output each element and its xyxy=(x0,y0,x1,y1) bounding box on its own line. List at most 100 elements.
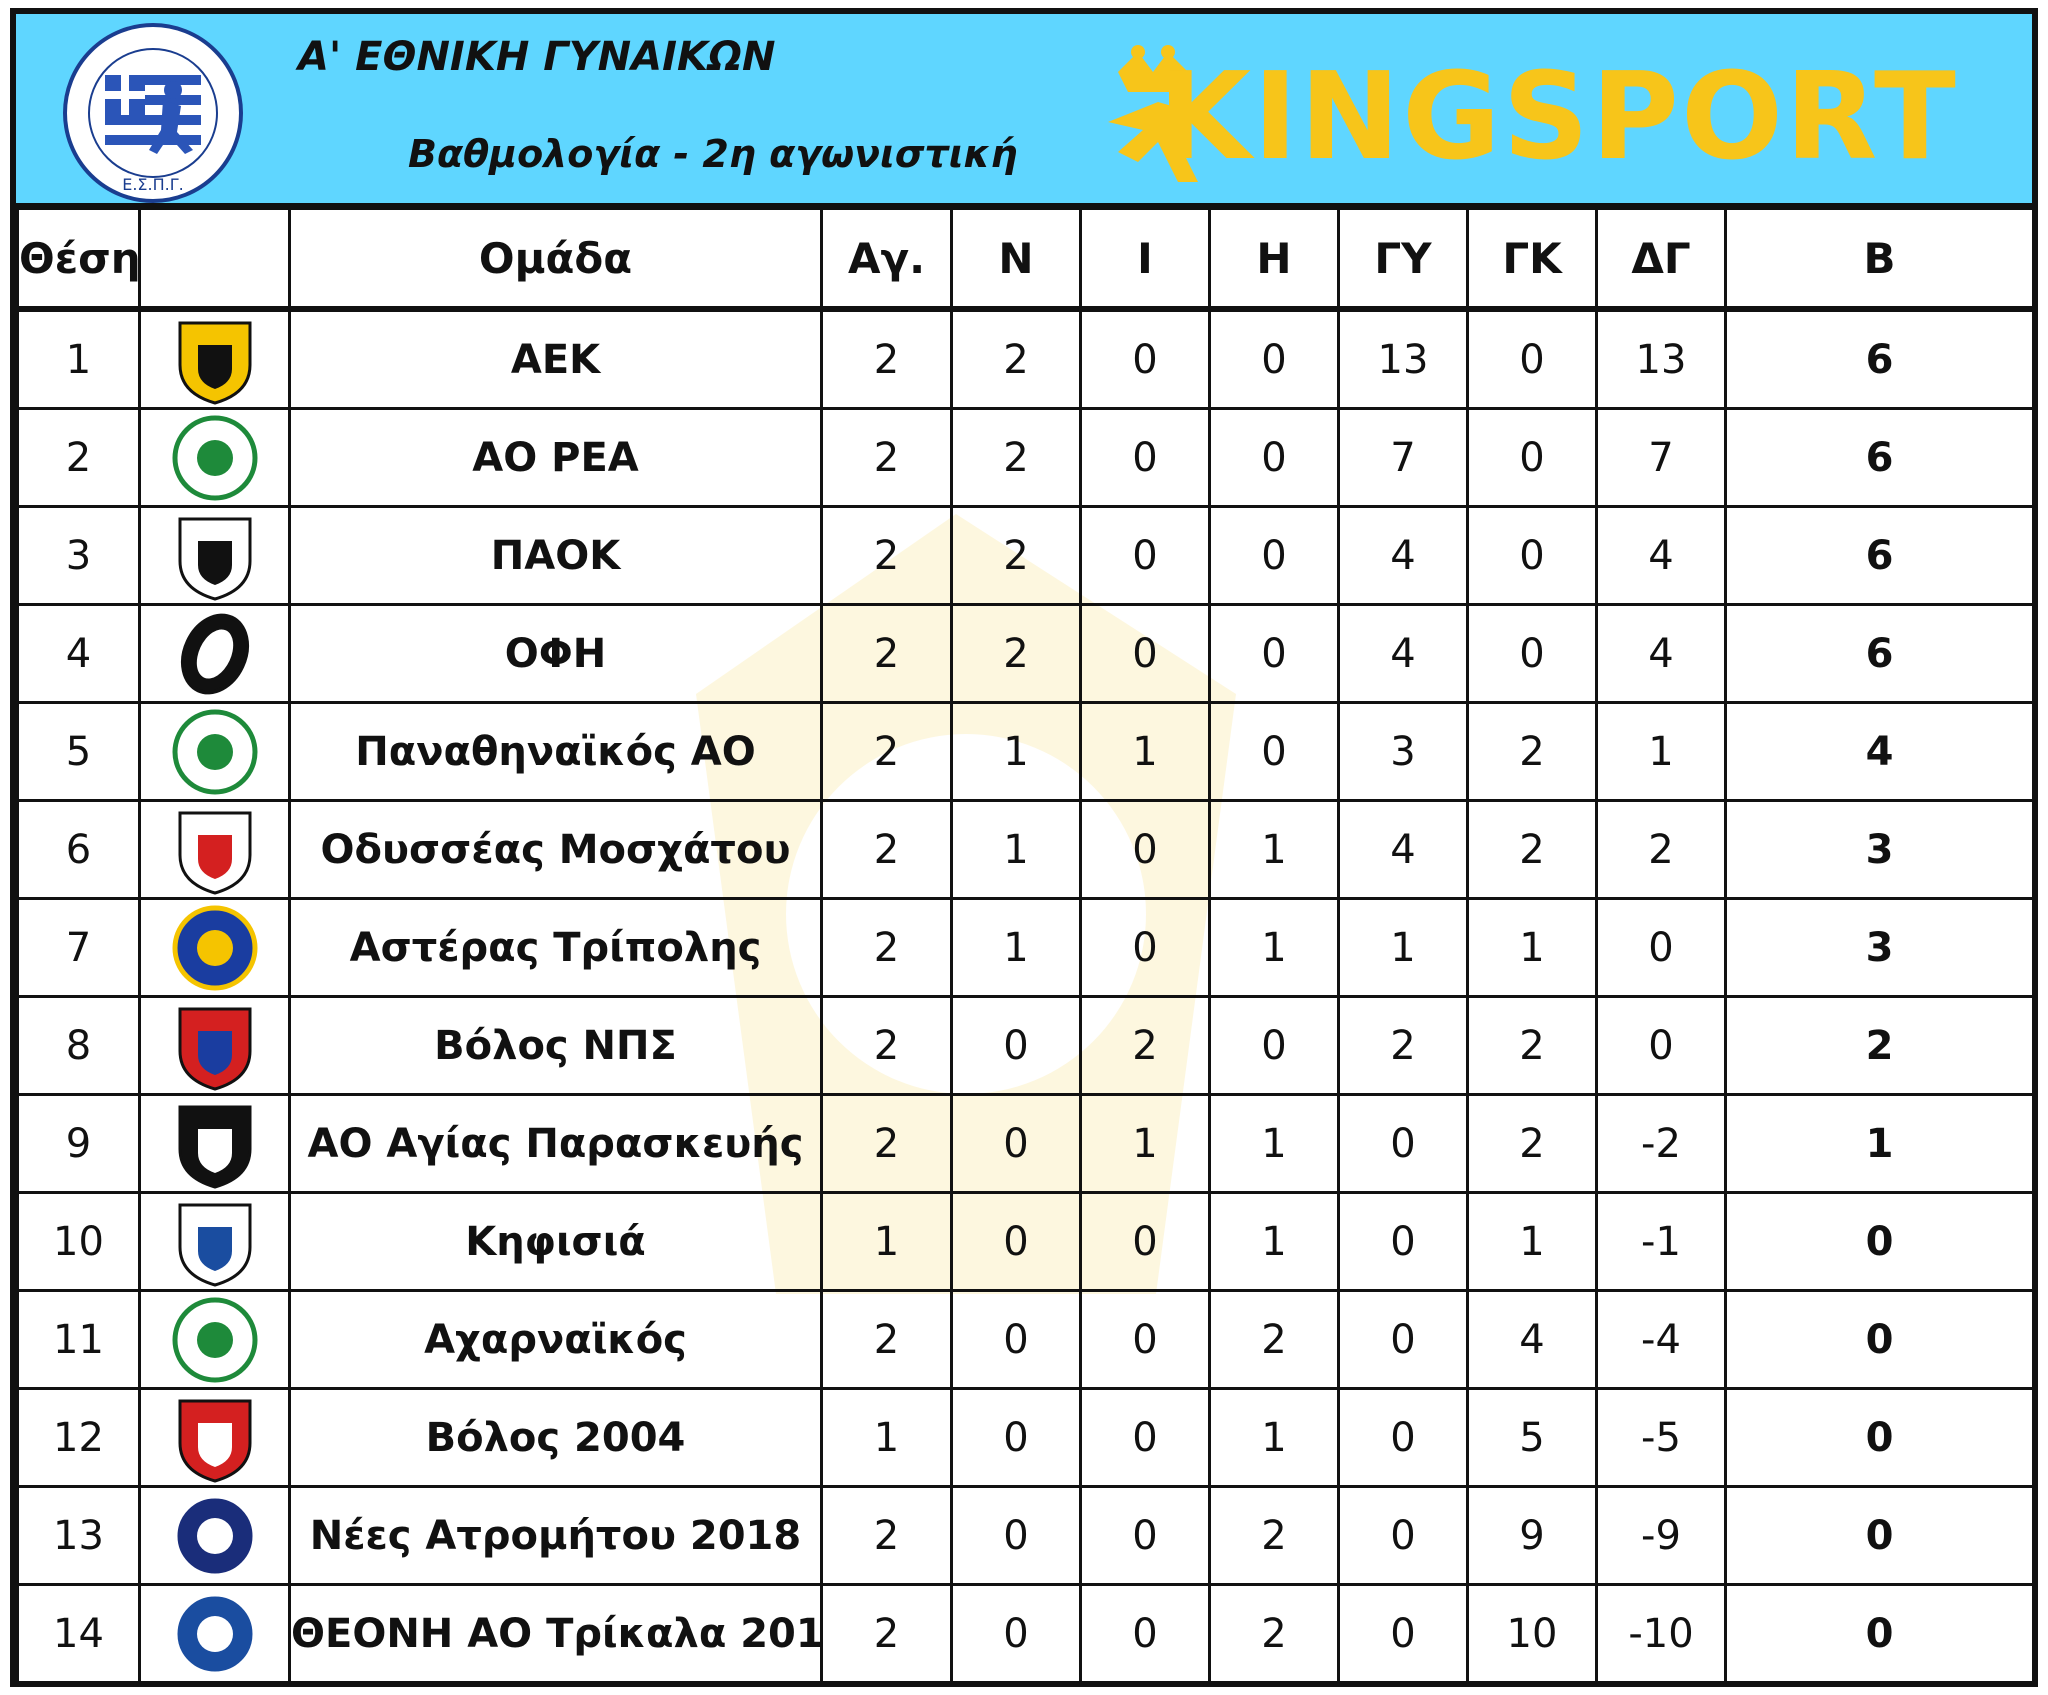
odysseas-crest-icon xyxy=(178,811,251,895)
points-cell: 0 xyxy=(1724,1289,2035,1390)
goal-difference-cell: 0 xyxy=(1595,897,1727,998)
team-name-cell: Νέες Ατρομήτου 2018 xyxy=(288,1485,823,1586)
goals-for-cell: 0 xyxy=(1337,1485,1469,1586)
team-name-cell: Οδυσσέας Μοσχάτου xyxy=(288,799,823,900)
played-cell: 2 xyxy=(820,1485,953,1586)
goals-against-cell: 1 xyxy=(1466,1191,1598,1292)
crest-cell xyxy=(138,1485,291,1586)
played-cell: 2 xyxy=(820,897,953,998)
goal-difference-cell: 7 xyxy=(1595,407,1727,508)
losses-cell: 1 xyxy=(1208,897,1340,998)
goals-against-cell: 4 xyxy=(1466,1289,1598,1390)
points-cell: 6 xyxy=(1724,307,2035,410)
played-cell: 2 xyxy=(820,1289,953,1390)
played-cell: 1 xyxy=(820,1191,953,1292)
played-cell: 2 xyxy=(820,505,953,606)
col-goals-for: ΓΥ xyxy=(1337,207,1469,311)
goals-for-cell: 7 xyxy=(1337,407,1469,508)
table-row: 8 Βόλος ΝΠΣ 2 0 2 0 2 2 0 2 xyxy=(16,995,2035,1096)
losses-cell: 0 xyxy=(1208,307,1340,410)
wins-cell: 1 xyxy=(950,799,1082,900)
draws-cell: 0 xyxy=(1079,1387,1211,1488)
losses-cell: 2 xyxy=(1208,1289,1340,1390)
draws-cell: 0 xyxy=(1079,799,1211,900)
position-cell: 2 xyxy=(16,407,141,508)
goals-against-cell: 1 xyxy=(1466,897,1598,998)
position-cell: 8 xyxy=(16,995,141,1096)
col-goals-against: ΓΚ xyxy=(1466,207,1598,311)
crest-cell xyxy=(138,1093,291,1194)
crest-cell xyxy=(138,1583,291,1684)
points-cell: 2 xyxy=(1724,995,2035,1096)
goals-against-cell: 0 xyxy=(1466,407,1598,508)
played-cell: 2 xyxy=(820,603,953,704)
team-name-cell: Παναθηναϊκός ΑΟ xyxy=(288,701,823,802)
goals-for-cell: 0 xyxy=(1337,1093,1469,1194)
goals-against-cell: 2 xyxy=(1466,995,1598,1096)
losses-cell: 0 xyxy=(1208,407,1340,508)
col-losses: Η xyxy=(1208,207,1340,311)
losses-cell: 0 xyxy=(1208,701,1340,802)
wins-cell: 0 xyxy=(950,1583,1082,1684)
volos-nps-crest-icon xyxy=(178,1007,251,1091)
played-cell: 2 xyxy=(820,701,953,802)
draws-cell: 0 xyxy=(1079,1289,1211,1390)
table-row: 9 ΑΟ Αγίας Παρασκευής 2 0 1 1 0 2 -2 1 xyxy=(16,1093,2035,1194)
sponsor-logo: KINGSPORT xyxy=(1098,42,2028,207)
draws-cell: 0 xyxy=(1079,897,1211,998)
position-cell: 12 xyxy=(16,1387,141,1488)
col-position: Θέση xyxy=(16,207,141,311)
wins-cell: 1 xyxy=(950,897,1082,998)
points-cell: 6 xyxy=(1724,505,2035,606)
losses-cell: 0 xyxy=(1208,603,1340,704)
goal-difference-cell: 2 xyxy=(1595,799,1727,900)
crest-cell xyxy=(138,995,291,1096)
team-name-cell: Αχαρναϊκός xyxy=(288,1289,823,1390)
position-cell: 3 xyxy=(16,505,141,606)
crest-cell xyxy=(138,307,291,410)
losses-cell: 1 xyxy=(1208,1191,1340,1292)
losses-cell: 2 xyxy=(1208,1583,1340,1684)
goals-against-cell: 5 xyxy=(1466,1387,1598,1488)
goals-against-cell: 2 xyxy=(1466,1093,1598,1194)
panathinaikos-crest-icon xyxy=(172,709,257,794)
crest-cell xyxy=(138,603,291,704)
goals-against-cell: 2 xyxy=(1466,701,1598,802)
goals-for-cell: 4 xyxy=(1337,505,1469,606)
goal-difference-cell: 13 xyxy=(1595,307,1727,410)
goals-for-cell: 0 xyxy=(1337,1583,1469,1684)
table-row: 12 Βόλος 2004 1 0 0 1 0 5 -5 0 xyxy=(16,1387,2035,1488)
losses-cell: 0 xyxy=(1208,505,1340,606)
goals-against-cell: 0 xyxy=(1466,505,1598,606)
goals-against-cell: 9 xyxy=(1466,1485,1598,1586)
col-wins: Ν xyxy=(950,207,1082,311)
goals-for-cell: 0 xyxy=(1337,1191,1469,1292)
points-cell: 3 xyxy=(1724,897,2035,998)
crest-cell xyxy=(138,701,291,802)
position-cell: 9 xyxy=(16,1093,141,1194)
team-name-cell: ΘΕΟΝΗ ΑΟ Τρίκαλα 2011 xyxy=(288,1583,823,1684)
page-title: Α' ΕΘΝΙΚΗ ΓΥΝΑΙΚΩΝ xyxy=(298,34,776,80)
table-row: 3 ΠΑΟΚ 2 2 0 0 4 0 4 6 xyxy=(16,505,2035,606)
goal-difference-cell: 4 xyxy=(1595,505,1727,606)
wins-cell: 2 xyxy=(950,505,1082,606)
position-cell: 5 xyxy=(16,701,141,802)
goal-difference-cell: 1 xyxy=(1595,701,1727,802)
wins-cell: 0 xyxy=(950,1387,1082,1488)
played-cell: 2 xyxy=(820,995,953,1096)
points-cell: 6 xyxy=(1724,603,2035,704)
draws-cell: 0 xyxy=(1079,505,1211,606)
wins-cell: 0 xyxy=(950,1191,1082,1292)
col-points: Β xyxy=(1724,207,2035,311)
position-cell: 10 xyxy=(16,1191,141,1292)
points-cell: 6 xyxy=(1724,407,2035,508)
header-banner: Ε.Σ.Π.Γ. Α' ΕΘΝΙΚΗ ΓΥΝΑΙΚΩΝ Βαθμολογία -… xyxy=(16,14,2032,207)
paok-crest-icon xyxy=(178,517,251,601)
table-row: 1 ΑΕΚ 2 2 0 0 13 0 13 6 xyxy=(16,307,2035,410)
losses-cell: 2 xyxy=(1208,1485,1340,1586)
played-cell: 1 xyxy=(820,1387,953,1488)
losses-cell: 0 xyxy=(1208,995,1340,1096)
wins-cell: 2 xyxy=(950,407,1082,508)
wins-cell: 0 xyxy=(950,995,1082,1096)
points-cell: 0 xyxy=(1724,1191,2035,1292)
